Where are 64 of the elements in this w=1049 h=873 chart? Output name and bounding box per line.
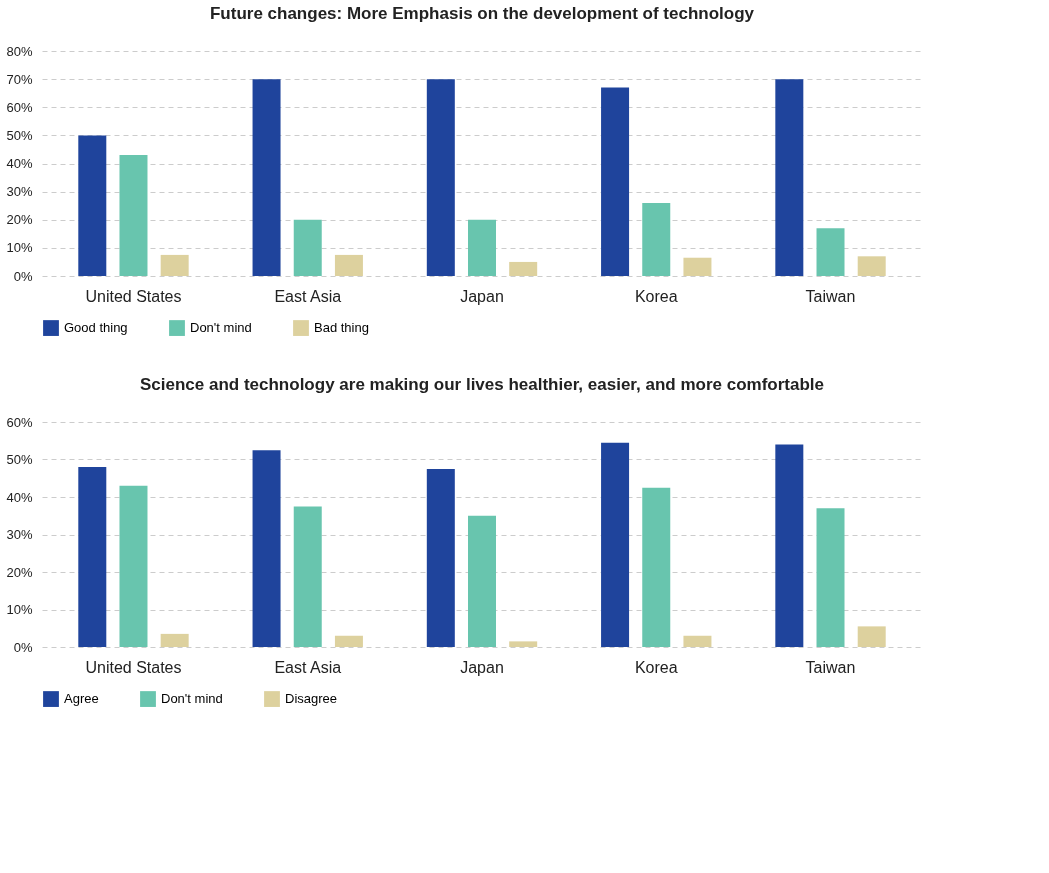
y-tick-label: 40% [6, 489, 33, 505]
x-tick-label: Korea [634, 658, 678, 676]
x-tick-label: Taiwan [805, 287, 856, 305]
bar [468, 515, 496, 647]
bar [775, 444, 804, 647]
x-tick-label: United States [85, 658, 182, 676]
y-tick-label: 10% [6, 602, 33, 617]
chart-title: Science and technology are making our lives healthier, easier, and more comfortable [139, 375, 825, 394]
legend-label: Disagree [285, 691, 338, 707]
x-tick-label: East Asia [274, 658, 342, 676]
legend-label: Agree [64, 691, 99, 707]
bar [426, 79, 455, 276]
bar [816, 228, 845, 276]
y-tick-label: 60% [6, 99, 33, 115]
bar [775, 79, 804, 276]
y-tick-label: 0% [13, 268, 33, 284]
bar [426, 468, 455, 647]
y-tick-label: 70% [6, 71, 33, 87]
bar [601, 87, 630, 276]
legend-label: Don't mind [161, 691, 223, 707]
y-tick-label: 10% [6, 240, 33, 256]
bar [857, 256, 886, 276]
legend-label: Bad thing [314, 320, 369, 336]
bar [642, 487, 671, 647]
legend-label: Don't mind [190, 320, 252, 336]
y-tick-label: 20% [6, 212, 33, 228]
bar [252, 79, 281, 276]
chart-title: Future changes: More Emphasis on the development of technology [209, 4, 755, 23]
y-tick-label: 50% [6, 127, 33, 143]
bar [119, 485, 148, 647]
bar [816, 508, 845, 647]
x-tick-label: Japan [460, 658, 504, 676]
y-tick-label: 30% [6, 184, 33, 200]
y-tick-label: 50% [6, 452, 33, 467]
bar [601, 442, 630, 647]
legend-label: Good thing [64, 320, 128, 336]
bar [334, 635, 363, 647]
x-tick-label: United States [85, 287, 182, 305]
x-tick-label: Korea [634, 287, 678, 305]
bar [160, 633, 189, 647]
x-tick-label: East Asia [274, 287, 342, 305]
bar [78, 135, 107, 276]
bar [119, 155, 148, 276]
y-tick-label: 20% [6, 564, 33, 580]
bar [642, 202, 671, 276]
y-tick-label: 30% [6, 527, 33, 542]
bar [468, 219, 496, 276]
bar [509, 641, 538, 647]
bar [293, 219, 322, 276]
bar [509, 261, 538, 276]
y-tick-label: 60% [6, 414, 33, 430]
bar [683, 635, 712, 647]
bar [857, 626, 886, 647]
bar [78, 467, 107, 647]
x-tick-label: Taiwan [805, 658, 856, 676]
bar [334, 254, 363, 276]
bar [293, 506, 322, 647]
y-tick-label: 40% [6, 156, 33, 171]
bar [160, 254, 189, 276]
y-tick-label: 0% [13, 639, 33, 655]
bar [683, 257, 712, 276]
y-tick-label: 80% [6, 43, 33, 59]
bar [252, 450, 281, 647]
x-tick-label: Japan [460, 287, 504, 305]
